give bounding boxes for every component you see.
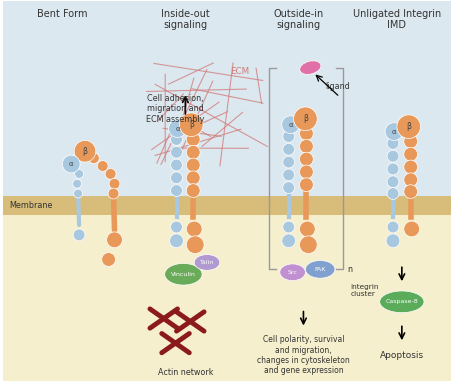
Circle shape xyxy=(387,221,399,233)
Circle shape xyxy=(299,221,315,237)
Circle shape xyxy=(73,179,81,188)
Ellipse shape xyxy=(165,263,202,285)
Text: β: β xyxy=(406,122,411,131)
Text: ligand: ligand xyxy=(325,82,350,91)
Ellipse shape xyxy=(300,61,321,74)
Bar xyxy=(3,196,451,215)
Circle shape xyxy=(106,232,122,248)
Circle shape xyxy=(171,221,182,233)
Ellipse shape xyxy=(380,291,424,313)
Circle shape xyxy=(283,169,294,181)
Circle shape xyxy=(187,236,204,254)
Ellipse shape xyxy=(305,261,335,278)
Circle shape xyxy=(387,176,399,188)
Circle shape xyxy=(171,134,182,146)
Text: n: n xyxy=(348,265,353,274)
Circle shape xyxy=(187,221,202,237)
Circle shape xyxy=(299,178,313,191)
Bar xyxy=(3,196,451,381)
Text: α: α xyxy=(288,122,293,128)
Ellipse shape xyxy=(194,255,220,270)
Circle shape xyxy=(387,188,399,200)
Circle shape xyxy=(404,147,418,161)
Text: Membrane: Membrane xyxy=(9,201,53,210)
Circle shape xyxy=(73,229,85,241)
Circle shape xyxy=(171,185,182,196)
Circle shape xyxy=(283,182,294,193)
Circle shape xyxy=(105,168,116,179)
Text: Apoptosis: Apoptosis xyxy=(380,351,424,360)
Circle shape xyxy=(283,221,294,233)
Circle shape xyxy=(299,152,313,166)
Ellipse shape xyxy=(280,264,305,281)
Circle shape xyxy=(404,221,420,237)
Text: Inside-out
signaling: Inside-out signaling xyxy=(161,8,210,30)
Circle shape xyxy=(75,169,84,178)
Circle shape xyxy=(387,150,399,162)
Circle shape xyxy=(282,234,296,248)
Circle shape xyxy=(170,234,183,248)
Circle shape xyxy=(169,120,187,137)
Circle shape xyxy=(187,171,200,185)
Circle shape xyxy=(299,165,313,179)
Circle shape xyxy=(282,116,299,134)
Circle shape xyxy=(283,130,294,142)
Circle shape xyxy=(283,156,294,168)
Circle shape xyxy=(299,127,313,141)
Circle shape xyxy=(171,172,182,184)
Text: β: β xyxy=(82,147,87,156)
Circle shape xyxy=(97,161,108,171)
Circle shape xyxy=(404,173,418,187)
Circle shape xyxy=(385,123,403,141)
Circle shape xyxy=(404,160,418,174)
Circle shape xyxy=(387,163,399,175)
Text: Caspase-8: Caspase-8 xyxy=(385,299,418,304)
Circle shape xyxy=(283,143,294,155)
Text: β: β xyxy=(303,114,308,123)
Bar xyxy=(3,1,451,196)
Circle shape xyxy=(299,236,317,254)
Text: integrin
cluster: integrin cluster xyxy=(351,284,379,297)
Circle shape xyxy=(299,139,313,153)
Circle shape xyxy=(74,141,96,162)
Circle shape xyxy=(109,178,120,189)
Text: Src: Src xyxy=(288,270,298,275)
Circle shape xyxy=(171,159,182,171)
Circle shape xyxy=(179,113,203,137)
Circle shape xyxy=(74,189,82,198)
Text: Cell polarity, survival
and migration,
changes in cytoskeleton
and gene expressi: Cell polarity, survival and migration, c… xyxy=(257,335,350,376)
Text: Unligated Integrin
IMD: Unligated Integrin IMD xyxy=(353,8,441,30)
Circle shape xyxy=(187,146,200,159)
Circle shape xyxy=(386,234,400,248)
Text: Bent Form: Bent Form xyxy=(37,8,88,19)
Circle shape xyxy=(171,146,182,158)
Circle shape xyxy=(108,188,119,199)
Circle shape xyxy=(404,185,418,198)
Text: α: α xyxy=(69,161,74,167)
Text: ECM: ECM xyxy=(230,68,249,76)
Circle shape xyxy=(387,137,399,149)
Text: Outside-in
signaling: Outside-in signaling xyxy=(273,8,324,30)
Circle shape xyxy=(88,153,99,164)
Circle shape xyxy=(293,107,317,130)
Text: Cell adhesion,
migration and
ECM assembly: Cell adhesion, migration and ECM assembl… xyxy=(147,94,205,124)
Circle shape xyxy=(187,132,200,146)
Text: Actin network: Actin network xyxy=(157,368,213,377)
Circle shape xyxy=(397,115,420,139)
Text: α: α xyxy=(175,125,180,132)
Circle shape xyxy=(62,155,80,173)
Circle shape xyxy=(187,184,200,198)
Circle shape xyxy=(187,158,200,172)
Text: β: β xyxy=(189,120,194,129)
Text: Vinculin: Vinculin xyxy=(171,272,196,277)
Text: α: α xyxy=(392,129,396,135)
Circle shape xyxy=(404,134,418,148)
Circle shape xyxy=(102,252,116,266)
Text: FAK: FAK xyxy=(314,267,326,272)
Text: Talin: Talin xyxy=(200,260,214,265)
